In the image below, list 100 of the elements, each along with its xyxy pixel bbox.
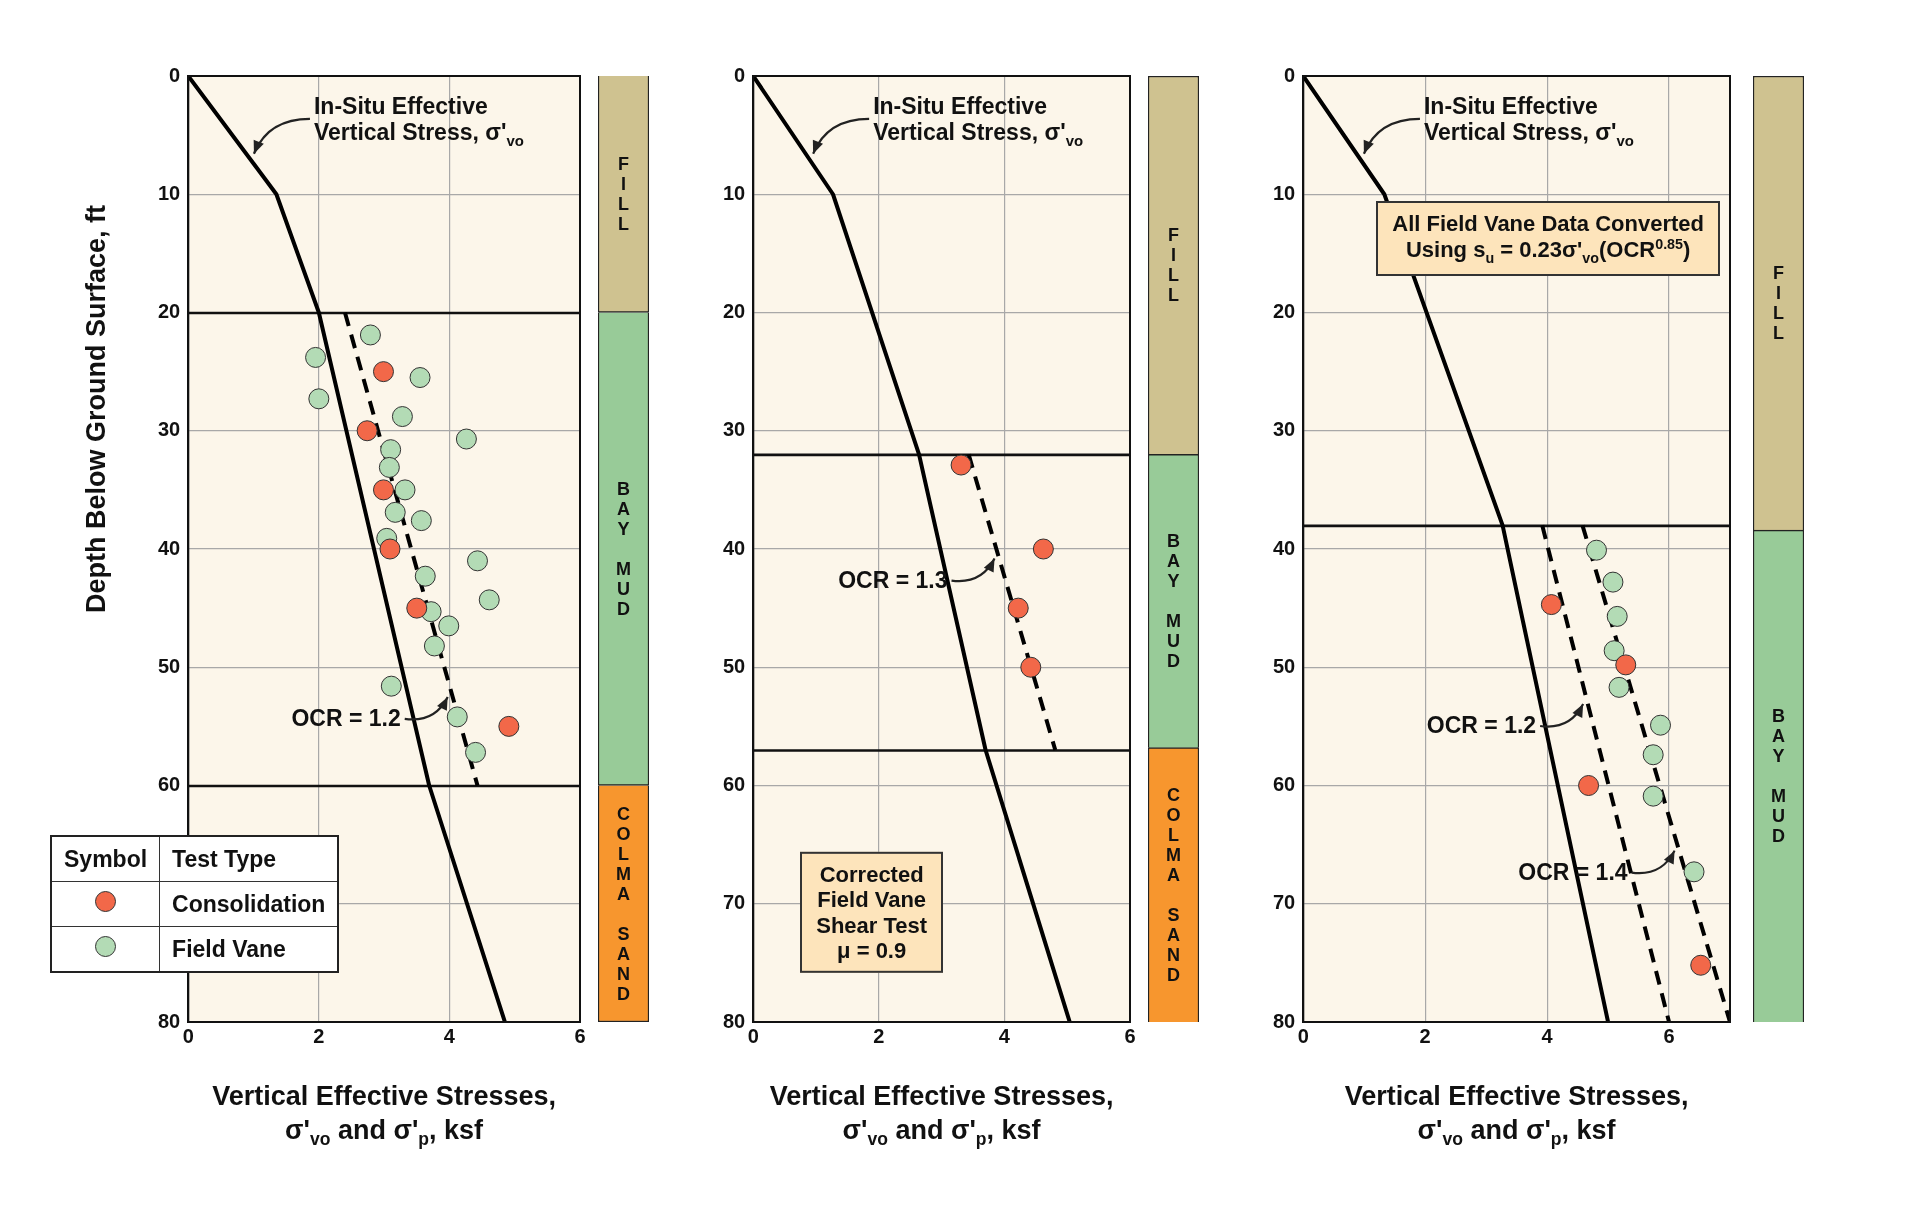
point xyxy=(423,635,445,657)
y-tick-label: 60 xyxy=(1273,773,1296,796)
x-tick-label: 4 xyxy=(998,1024,1011,1047)
point xyxy=(359,324,381,346)
point xyxy=(410,510,432,532)
point xyxy=(380,675,402,697)
y-tick-label: 50 xyxy=(158,654,181,677)
point xyxy=(478,589,500,611)
x-tick-label: 4 xyxy=(1541,1024,1554,1047)
annotation: In-Situ Effective Vertical Stress, σ'$_{vo}$ xyxy=(313,92,524,149)
annotation: All Field Vane Data Converted Using s$_{u}$ = 0.23σ'$_{vo}$(OCR$^{0.85}$) xyxy=(1376,201,1720,277)
y-tick-label: 80 xyxy=(723,1009,746,1032)
series-label: FILL xyxy=(1768,263,1789,344)
point xyxy=(455,428,477,450)
point xyxy=(356,420,378,442)
y-axis-title: Depth Below Ground Surface, ft xyxy=(80,204,112,614)
annotation: Corrected Field Vane Shear Test μ = 0.9 xyxy=(800,851,944,973)
point xyxy=(305,346,327,368)
x-tick-label: 2 xyxy=(873,1024,885,1047)
annotation: In-Situ Effective Vertical Stress, σ'$_{vo}$ xyxy=(1423,92,1634,149)
y-tick-label: 10 xyxy=(158,181,181,204)
point xyxy=(1690,954,1712,976)
point xyxy=(1540,594,1562,616)
y-tick-label: 30 xyxy=(158,418,181,441)
legend-label: Consolidation xyxy=(159,881,339,927)
y-tick-label: 30 xyxy=(723,418,746,441)
point xyxy=(950,454,972,476)
x-axis-title: Vertical Effective Stresses, σ'$_{vo}$ and σ'$_{p}$, ksf xyxy=(768,1080,1115,1152)
x-axis-title: Vertical Effective Stresses, σ'$_{vo}$ and σ'$_{p}$, ksf xyxy=(1343,1080,1690,1152)
series-label: COLMA SAND xyxy=(613,803,634,1004)
series-label: FILL xyxy=(1163,225,1184,306)
point xyxy=(1642,785,1664,807)
point xyxy=(1642,744,1664,766)
series-label: COLMA SAND xyxy=(1163,784,1184,985)
y-tick-label: 60 xyxy=(723,773,746,796)
point xyxy=(1603,640,1625,662)
point xyxy=(372,361,394,383)
x-tick-label: 6 xyxy=(1124,1024,1136,1047)
point xyxy=(380,439,402,461)
point xyxy=(414,565,436,587)
y-tick-label: 40 xyxy=(1273,536,1296,559)
series-label: BAY MUD xyxy=(613,479,634,619)
y-tick-label: 0 xyxy=(169,63,181,86)
point xyxy=(498,715,520,737)
point xyxy=(466,550,488,572)
y-tick-label: 20 xyxy=(1273,300,1296,323)
y-tick-label: 70 xyxy=(723,891,746,914)
point xyxy=(394,479,416,501)
x-axis-title: Vertical Effective Stresses, σ'$_{vo}$ and σ'$_{p}$, ksf xyxy=(211,1080,557,1152)
series-label: BAY MUD xyxy=(1768,706,1789,847)
point xyxy=(1608,676,1630,698)
y-tick-label: 80 xyxy=(158,1009,181,1032)
text: Symbol xyxy=(51,836,160,882)
point xyxy=(372,479,394,501)
x-tick-label: 6 xyxy=(1663,1024,1675,1047)
annotation: In-Situ Effective Vertical Stress, σ'$_{vo}$ xyxy=(873,92,1084,149)
point xyxy=(391,406,413,428)
y-tick-label: 60 xyxy=(158,773,181,796)
point xyxy=(406,597,428,619)
y-tick-label: 30 xyxy=(1273,418,1296,441)
point xyxy=(1585,539,1607,561)
point xyxy=(446,706,468,728)
point xyxy=(1606,605,1628,627)
point xyxy=(384,501,406,523)
y-tick-label: 50 xyxy=(723,654,746,677)
annotation: OCR = 1.2 xyxy=(1426,711,1537,739)
point xyxy=(1602,571,1624,593)
y-tick-label: 80 xyxy=(1273,1009,1296,1032)
x-tick-label: 2 xyxy=(1419,1024,1431,1047)
annotation: OCR = 1.2 xyxy=(291,704,401,732)
y-tick-label: 20 xyxy=(723,300,746,323)
point xyxy=(1032,538,1054,560)
point xyxy=(438,615,460,637)
y-tick-label: 10 xyxy=(723,181,746,204)
x-tick-label: 2 xyxy=(313,1024,325,1047)
series-label: FILL xyxy=(613,154,634,235)
y-tick-label: 70 xyxy=(1273,891,1296,914)
y-tick-label: 40 xyxy=(158,536,181,559)
y-tick-label: 0 xyxy=(1284,63,1296,86)
y-tick-label: 50 xyxy=(1273,654,1296,677)
x-tick-label: 6 xyxy=(574,1024,586,1047)
legend-title: Test Type xyxy=(159,836,339,882)
y-tick-label: 0 xyxy=(734,63,746,86)
point xyxy=(409,367,431,389)
point xyxy=(1578,775,1600,796)
y-tick-label: 10 xyxy=(1273,181,1296,204)
series-label: BAY MUD xyxy=(1163,531,1184,672)
point xyxy=(1650,714,1671,736)
point xyxy=(308,388,330,410)
point xyxy=(465,741,487,763)
point xyxy=(1007,597,1029,619)
legend-label: Field Vane xyxy=(159,926,339,972)
point xyxy=(379,538,401,560)
y-tick-label: 40 xyxy=(723,536,746,559)
point xyxy=(1683,861,1705,883)
x-tick-label: 4 xyxy=(443,1024,456,1047)
point xyxy=(1020,656,1042,678)
point xyxy=(1615,654,1637,676)
y-tick-label: 20 xyxy=(158,300,181,323)
point xyxy=(378,456,400,478)
